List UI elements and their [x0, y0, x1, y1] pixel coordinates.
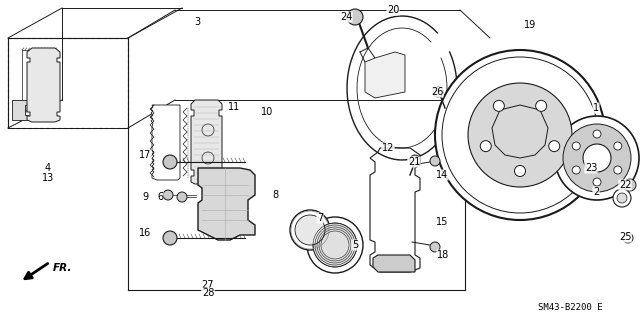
- Text: 14: 14: [436, 170, 448, 180]
- Circle shape: [290, 210, 330, 250]
- Circle shape: [295, 215, 325, 245]
- Circle shape: [623, 233, 633, 243]
- Circle shape: [347, 9, 363, 25]
- Text: 16: 16: [139, 228, 151, 238]
- Circle shape: [515, 166, 525, 176]
- Circle shape: [442, 57, 598, 213]
- Circle shape: [163, 231, 177, 245]
- Circle shape: [563, 124, 631, 192]
- Polygon shape: [370, 148, 420, 272]
- Text: 23: 23: [585, 163, 597, 173]
- Circle shape: [307, 217, 363, 273]
- Text: 26: 26: [431, 87, 443, 97]
- Circle shape: [536, 100, 547, 111]
- Text: 5: 5: [352, 240, 358, 250]
- Circle shape: [39, 93, 49, 103]
- Text: 3: 3: [194, 17, 200, 27]
- Polygon shape: [373, 255, 415, 272]
- Text: 25: 25: [619, 232, 631, 242]
- Circle shape: [202, 124, 214, 136]
- Text: 13: 13: [42, 173, 54, 183]
- Text: 7: 7: [317, 213, 323, 223]
- Circle shape: [583, 144, 611, 172]
- Circle shape: [493, 100, 504, 111]
- Text: 18: 18: [437, 250, 449, 260]
- Text: 8: 8: [272, 190, 278, 200]
- Text: 20: 20: [387, 5, 399, 15]
- Text: SM43-B2200 E: SM43-B2200 E: [538, 303, 602, 313]
- Circle shape: [163, 155, 177, 169]
- Circle shape: [548, 141, 560, 152]
- Circle shape: [202, 152, 214, 164]
- Circle shape: [468, 83, 572, 187]
- Text: 2: 2: [593, 187, 599, 197]
- Text: 28: 28: [202, 288, 214, 298]
- Text: FR.: FR.: [53, 263, 72, 273]
- Text: 22: 22: [619, 180, 631, 190]
- Circle shape: [593, 130, 601, 138]
- Circle shape: [617, 193, 627, 203]
- Polygon shape: [191, 100, 222, 184]
- Circle shape: [572, 142, 580, 150]
- Text: 24: 24: [340, 12, 352, 22]
- Text: 11: 11: [228, 102, 240, 112]
- Text: 4: 4: [45, 163, 51, 173]
- Circle shape: [572, 166, 580, 174]
- Text: 10: 10: [261, 107, 273, 117]
- Circle shape: [593, 178, 601, 186]
- Circle shape: [410, 155, 420, 165]
- Text: 9: 9: [142, 192, 148, 202]
- Text: 12: 12: [382, 143, 394, 153]
- Circle shape: [555, 116, 639, 200]
- Circle shape: [163, 190, 173, 200]
- Circle shape: [313, 223, 357, 267]
- Circle shape: [430, 156, 440, 166]
- Text: 17: 17: [139, 150, 151, 160]
- Polygon shape: [492, 105, 548, 158]
- Polygon shape: [198, 168, 255, 240]
- Circle shape: [613, 189, 631, 207]
- Circle shape: [480, 141, 492, 152]
- Text: 21: 21: [408, 157, 420, 167]
- Polygon shape: [27, 48, 60, 122]
- Polygon shape: [365, 52, 405, 98]
- Text: 1: 1: [593, 103, 599, 113]
- Circle shape: [430, 242, 440, 252]
- Text: 6: 6: [157, 192, 163, 202]
- Circle shape: [614, 142, 622, 150]
- Circle shape: [435, 50, 605, 220]
- Circle shape: [433, 87, 443, 97]
- Circle shape: [624, 179, 636, 191]
- Text: 27: 27: [202, 280, 214, 290]
- Circle shape: [177, 192, 187, 202]
- Circle shape: [39, 70, 49, 80]
- Text: 19: 19: [524, 20, 536, 30]
- Text: 15: 15: [436, 217, 448, 227]
- Polygon shape: [151, 105, 180, 180]
- Polygon shape: [12, 100, 28, 120]
- Circle shape: [506, 121, 534, 149]
- Circle shape: [614, 166, 622, 174]
- Bar: [8, 38, 128, 128]
